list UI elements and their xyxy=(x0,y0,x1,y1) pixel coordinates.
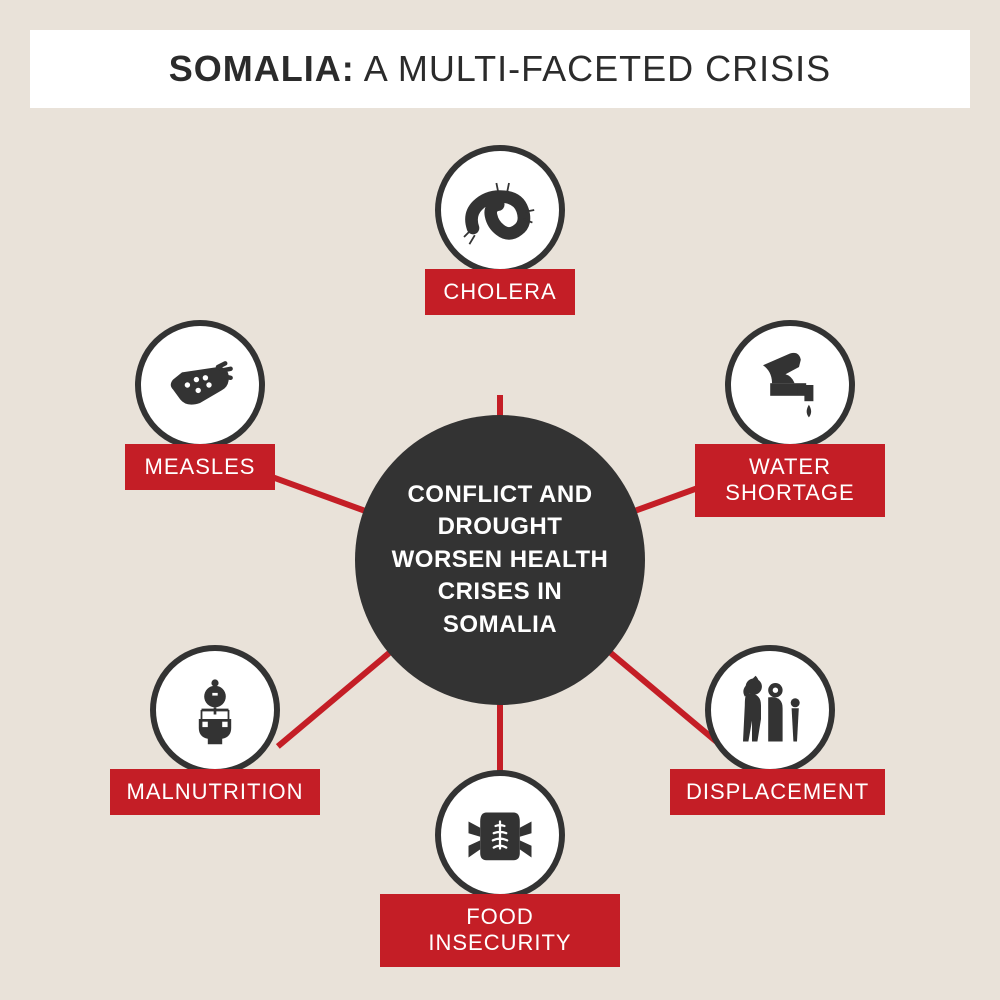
tap-icon xyxy=(725,320,855,450)
node-malnutrition: MALNUTRITION xyxy=(105,645,325,815)
grain-icon xyxy=(435,770,565,900)
node-displacement: DISPLACEMENT xyxy=(670,645,870,815)
cholera-label: CHOLERA xyxy=(425,269,575,315)
node-food-insecurity: FOOD INSECURITY xyxy=(380,770,620,967)
malnutrition-label: MALNUTRITION xyxy=(110,769,320,815)
title-bold: SOMALIA: xyxy=(169,48,355,89)
title-bar: SOMALIA: A MULTI-FACETED CRISIS xyxy=(30,30,970,108)
scale-icon xyxy=(150,645,280,775)
food-insecurity-label: FOOD INSECURITY xyxy=(380,894,620,967)
node-cholera: CHOLERA xyxy=(400,145,600,315)
measles-label: MEASLES xyxy=(125,444,275,490)
radial-diagram: CONFLICT AND DROUGHT WORSEN HEALTH CRISE… xyxy=(0,120,1000,1000)
cholera-icon xyxy=(435,145,565,275)
node-water-shortage: WATERSHORTAGE xyxy=(690,320,890,517)
title-light: A MULTI-FACETED CRISIS xyxy=(355,48,831,89)
center-text: CONFLICT AND DROUGHT WORSEN HEALTH CRISE… xyxy=(385,479,615,641)
water-shortage-label: WATERSHORTAGE xyxy=(695,444,885,517)
node-measles: MEASLES xyxy=(100,320,300,490)
people-icon xyxy=(705,645,835,775)
displacement-label: DISPLACEMENT xyxy=(670,769,885,815)
hand-spots-icon xyxy=(135,320,265,450)
center-circle: CONFLICT AND DROUGHT WORSEN HEALTH CRISE… xyxy=(355,415,645,705)
